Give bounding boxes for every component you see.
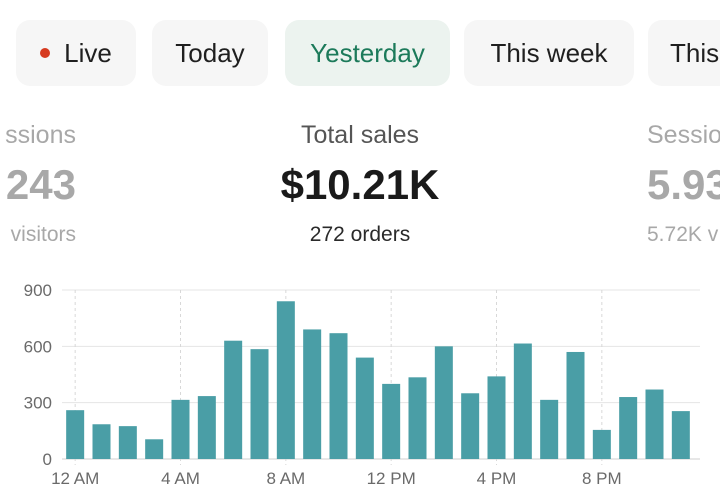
- date-range-tabs: Live Today Yesterday This week This: [0, 20, 720, 86]
- tab-today-label: Today: [175, 37, 245, 68]
- bar[interactable]: [671, 411, 690, 459]
- bar[interactable]: [461, 393, 480, 459]
- bar[interactable]: [66, 410, 85, 459]
- bar[interactable]: [540, 399, 559, 459]
- bar[interactable]: [92, 424, 111, 459]
- bar[interactable]: [645, 389, 664, 459]
- bar[interactable]: [487, 376, 506, 459]
- bar[interactable]: [434, 346, 453, 459]
- bar[interactable]: [382, 383, 401, 459]
- y-tick-label: 300: [24, 394, 52, 413]
- x-tick-label: 4 PM: [477, 469, 517, 488]
- x-tick-label: 4 AM: [161, 469, 200, 488]
- metric-left-sub: visitors: [10, 223, 76, 246]
- metric-card-sessions-right[interactable]: Sessio 5.93 5.72K v: [647, 118, 720, 250]
- bar[interactable]: [224, 340, 243, 459]
- y-tick-label: 0: [43, 450, 52, 469]
- metric-left-label: ssions: [5, 121, 76, 149]
- bar[interactable]: [171, 399, 190, 459]
- metric-left-value: 243: [5, 161, 76, 208]
- y-tick-label: 900: [24, 281, 52, 300]
- bar[interactable]: [145, 439, 164, 459]
- total-sales-label: Total sales: [300, 121, 420, 149]
- bar[interactable]: [303, 329, 322, 459]
- tab-live[interactable]: Live: [16, 20, 136, 86]
- bar[interactable]: [329, 333, 348, 459]
- bar[interactable]: [513, 343, 532, 459]
- bar[interactable]: [276, 301, 295, 459]
- bar[interactable]: [118, 426, 137, 459]
- bar[interactable]: [197, 396, 216, 459]
- total-sales-orders: 272 orders: [309, 223, 411, 246]
- metric-right-label: Sessio: [647, 121, 720, 149]
- tab-yesterday-label: Yesterday: [310, 37, 425, 68]
- metric-card-total-sales[interactable]: Total sales $10.21K 272 orders: [240, 118, 480, 250]
- tab-yesterday[interactable]: Yesterday: [285, 20, 450, 86]
- metric-right-value: 5.93: [647, 161, 720, 208]
- bar[interactable]: [250, 349, 269, 459]
- tab-this-week[interactable]: This week: [464, 20, 634, 86]
- bar[interactable]: [408, 377, 427, 459]
- bar[interactable]: [592, 429, 611, 459]
- x-tick-label: 12 AM: [51, 469, 99, 488]
- hourly-sales-chart[interactable]: 0 300 600 900 12 AM 4 AM 8 AM 12 PM 4 PM 8 PM: [0, 275, 720, 490]
- x-tick-label: 12 PM: [367, 469, 416, 488]
- tab-this-month-label: This: [670, 37, 720, 68]
- tab-today[interactable]: Today: [152, 20, 268, 86]
- x-tick-label: 8 PM: [582, 469, 622, 488]
- x-tick-label: 8 AM: [266, 469, 305, 488]
- metric-right-sub: 5.72K v: [647, 223, 719, 246]
- tab-live-label: Live: [64, 37, 112, 68]
- tab-this-week-label: This week: [490, 37, 608, 68]
- bar[interactable]: [619, 397, 638, 459]
- tab-this-month[interactable]: This: [648, 20, 720, 86]
- total-sales-value: $10.21K: [280, 161, 440, 208]
- live-indicator-dot: [40, 48, 51, 58]
- bar[interactable]: [355, 357, 374, 459]
- bar[interactable]: [566, 351, 585, 459]
- metric-card-sessions-left[interactable]: ssions 243 visitors: [0, 118, 76, 250]
- y-tick-label: 600: [24, 337, 52, 356]
